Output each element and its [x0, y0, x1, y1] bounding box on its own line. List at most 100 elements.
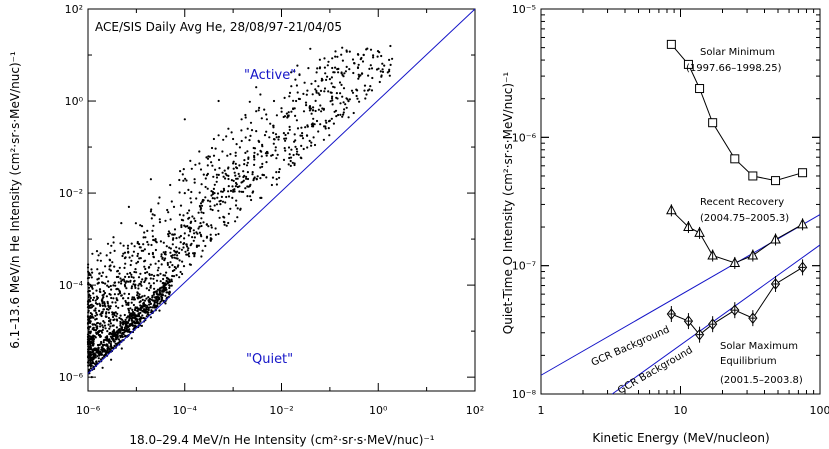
- scatter-point: [265, 118, 268, 121]
- scatter-point: [348, 98, 351, 101]
- scatter-point: [292, 153, 295, 157]
- scatter-point: [359, 74, 362, 77]
- scatter-point: [141, 305, 144, 308]
- scatter-point: [212, 154, 216, 157]
- scatter-point: [312, 136, 315, 139]
- scatter-point: [251, 171, 254, 174]
- scatter-point: [136, 260, 140, 263]
- scatter-point: [295, 119, 298, 122]
- scatter-point: [171, 233, 174, 236]
- scatter-point: [301, 134, 304, 137]
- scatter-point: [127, 303, 130, 306]
- scatter-point: [153, 239, 156, 242]
- scatter-point: [247, 157, 250, 160]
- scatter-point: [138, 257, 141, 260]
- scatter-point: [116, 331, 119, 334]
- scatter-point: [157, 274, 160, 277]
- scatter-point: [146, 229, 149, 232]
- scatter-point: [103, 321, 106, 324]
- scatter-point: [302, 110, 306, 113]
- scatter-point: [115, 305, 118, 308]
- scatter-point: [109, 305, 112, 308]
- scatter-point: [369, 48, 373, 51]
- scatter-point: [210, 146, 214, 150]
- scatter-point: [112, 329, 116, 332]
- scatter-point: [150, 273, 153, 276]
- scatter-point: [259, 177, 262, 180]
- spectrum-x-axis-label: Kinetic Energy (MeV/nucleon): [592, 431, 769, 445]
- scatter-point: [106, 338, 109, 341]
- scatter-point: [143, 280, 146, 284]
- scatter-point: [94, 314, 97, 317]
- scatter-point: [292, 99, 295, 102]
- scatter-point: [185, 243, 188, 246]
- scatter-point: [342, 75, 345, 78]
- scatter-point: [294, 145, 297, 148]
- scatter-point: [222, 187, 225, 190]
- scatter-point: [123, 266, 126, 269]
- scatter-point: [132, 276, 135, 279]
- scatter-point: [87, 282, 90, 286]
- scatter-point: [181, 260, 184, 263]
- scatter-point: [94, 347, 97, 350]
- scatter-point: [150, 208, 153, 211]
- scatter-point: [232, 167, 235, 170]
- scatter-point: [119, 317, 122, 320]
- scatter-point: [91, 271, 94, 274]
- scatter-point: [232, 160, 235, 163]
- scatter-point: [214, 147, 217, 150]
- scatter-point: [260, 150, 263, 153]
- scatter-point: [237, 172, 240, 175]
- scatter-point: [108, 320, 111, 323]
- scatter-point: [210, 224, 213, 227]
- scatter-point: [310, 112, 313, 115]
- scatter-point: [96, 303, 99, 306]
- scatter-point: [88, 341, 91, 344]
- scatter-point: [129, 307, 132, 310]
- scatter-point: [92, 337, 95, 340]
- scatter-point: [164, 257, 167, 260]
- scatter-point: [163, 282, 166, 285]
- scatter-point: [198, 231, 201, 234]
- scatter-point: [162, 241, 165, 244]
- scatter-point: [303, 81, 306, 84]
- scatter-point: [102, 281, 105, 284]
- scatter-point: [158, 218, 161, 221]
- scatter-point: [336, 55, 339, 58]
- scatter-point: [144, 311, 147, 314]
- scatter-point: [284, 149, 287, 152]
- scatter-point: [89, 331, 92, 334]
- scatter-point: [178, 213, 181, 216]
- scatter-point: [344, 70, 347, 73]
- scatter-point: [150, 217, 153, 220]
- scatter-point: [318, 58, 321, 61]
- scatter-point: [109, 251, 112, 254]
- scatter-point: [296, 150, 299, 153]
- scatter-point: [253, 163, 256, 166]
- scatter-point: [95, 331, 98, 334]
- scatter-point: [252, 190, 255, 193]
- scatter-point: [317, 85, 320, 88]
- recent-recovery-dates: (2004.75–2005.3): [700, 213, 789, 224]
- scatter-point: [161, 286, 164, 289]
- scatter-point: [304, 101, 308, 104]
- scatter-point: [91, 328, 94, 331]
- scatter-point: [274, 149, 277, 152]
- scatter-y-tick-label: 10⁻²: [59, 187, 83, 200]
- scatter-point: [100, 346, 103, 349]
- scatter-point: [242, 170, 245, 173]
- scatter-point: [293, 70, 296, 73]
- scatter-point: [213, 192, 216, 195]
- scatter-point: [327, 127, 330, 130]
- scatter-point: [97, 344, 100, 347]
- scatter-point: [386, 71, 389, 74]
- scatter-point: [293, 162, 296, 165]
- scatter-point: [270, 183, 273, 187]
- scatter-point: [199, 202, 203, 205]
- scatter-point: [339, 113, 342, 116]
- scatter-point: [363, 84, 367, 87]
- scatter-point: [109, 307, 112, 310]
- scatter-point: [170, 280, 173, 283]
- scatter-point: [383, 64, 386, 67]
- scatter-point: [122, 278, 125, 281]
